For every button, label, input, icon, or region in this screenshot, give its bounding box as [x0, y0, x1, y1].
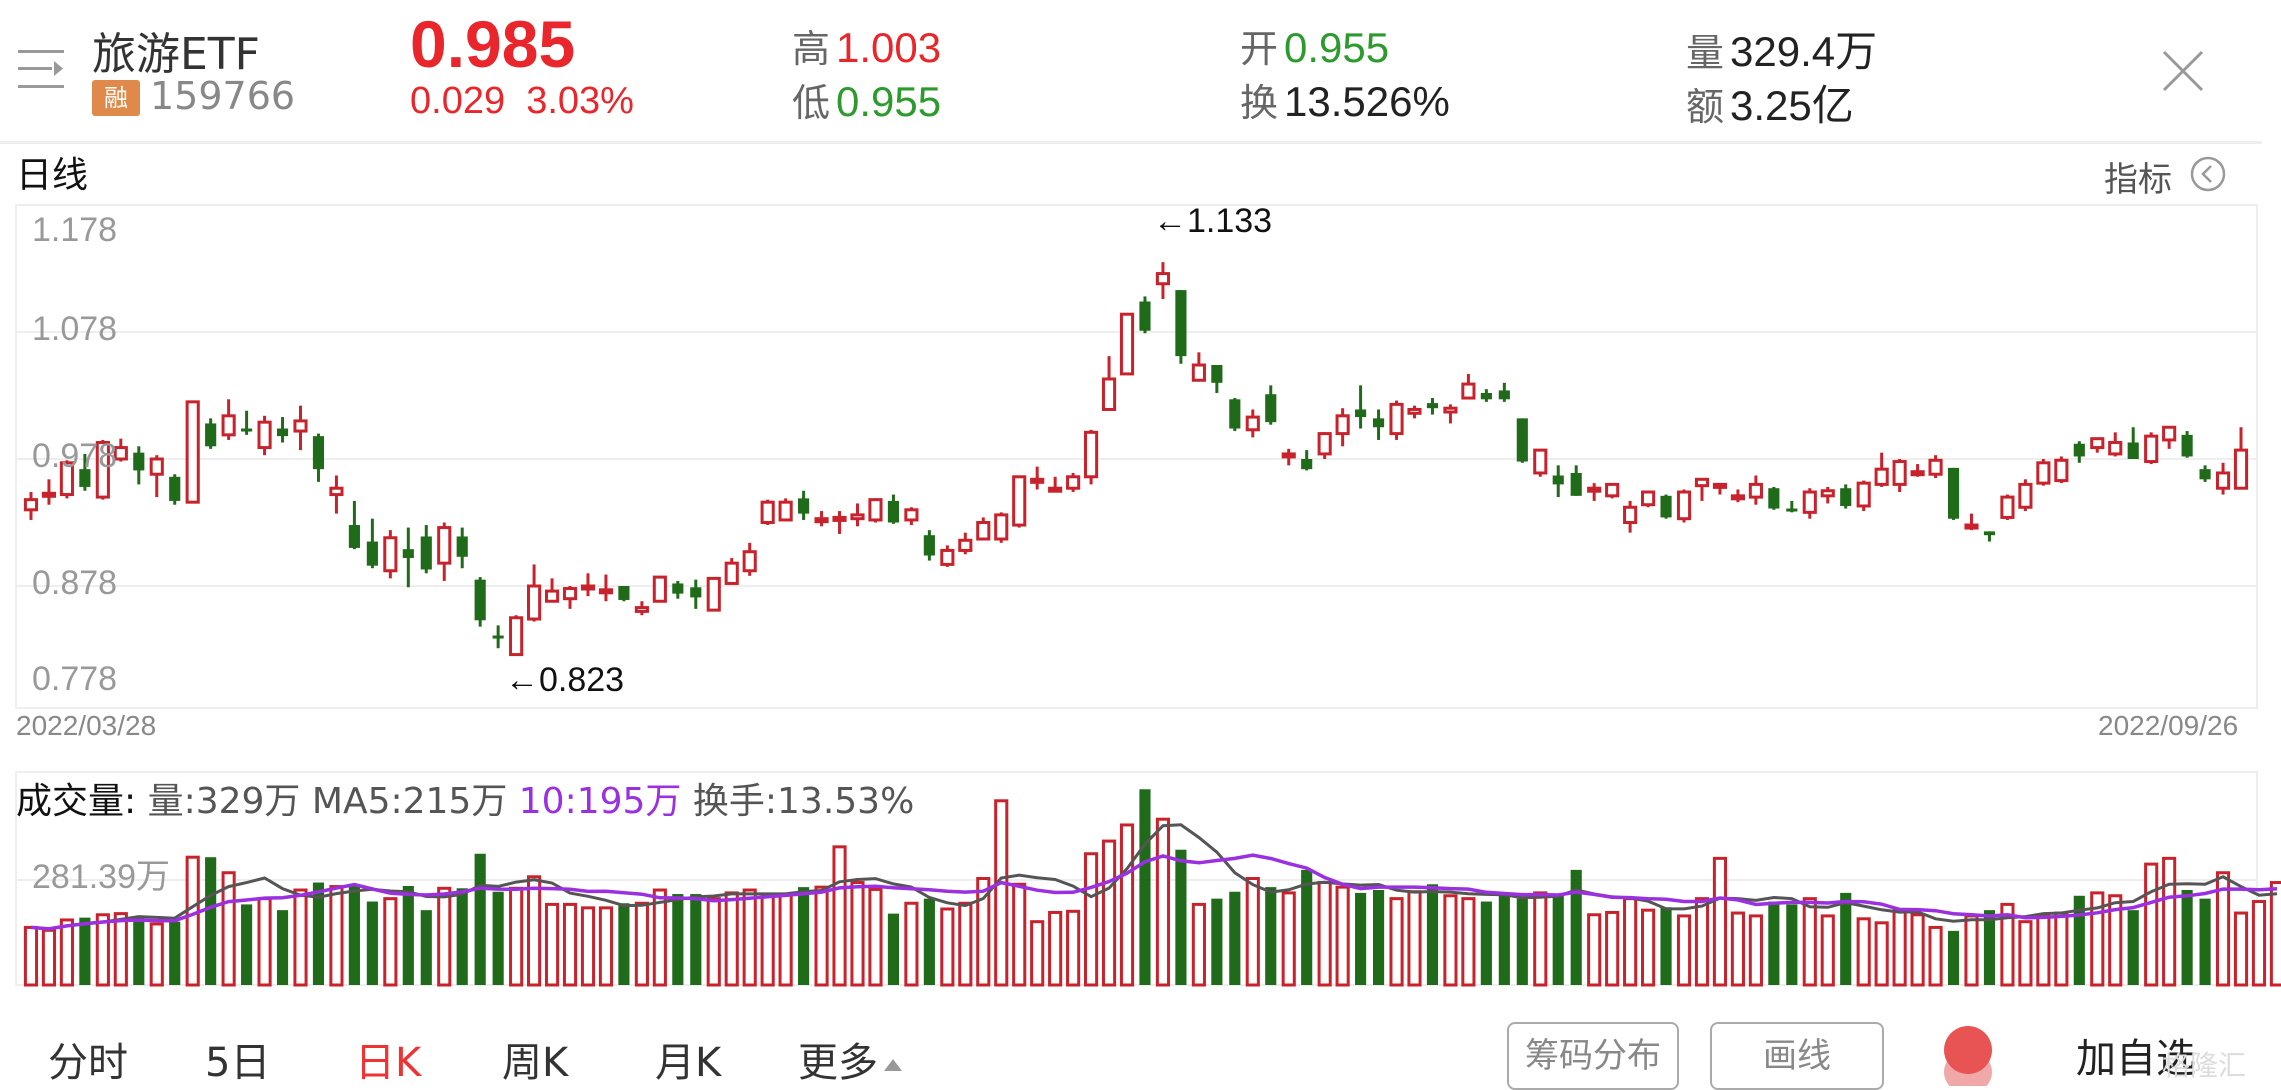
close-icon[interactable] — [2160, 48, 2206, 94]
security-code: 159766 — [150, 74, 296, 118]
turnover-value: 换手:13.53% — [692, 781, 915, 822]
candlestick-series — [23, 262, 2249, 657]
y-tick-label: 0.778 — [32, 660, 117, 698]
chevron-left-circle-icon[interactable] — [2190, 156, 2226, 192]
security-name: 旅游ETF — [92, 29, 260, 80]
tab-daily-k[interactable]: 日K — [355, 1040, 422, 1086]
volume-title: 成交量: — [16, 781, 137, 822]
record-dot-icon[interactable] — [1940, 1020, 1996, 1090]
max-price-annotation: ←1.133 — [1153, 202, 1272, 240]
watermark: 格隆汇 — [2162, 1049, 2247, 1082]
period-tabs: 分时 5日 日K 周K 月K 更多 — [0, 1020, 1000, 1086]
low-stat: 低 0.955 — [792, 78, 942, 125]
volume-stat: 量 329.4万 — [1686, 28, 1878, 75]
add-to-watchlist-button[interactable]: 加自选 — [2076, 1036, 2196, 1082]
start-date: 2022/03/28 — [16, 710, 157, 741]
amount-stat: 额 3.25亿 — [1686, 82, 1854, 129]
volume-value: 量:329万 — [147, 781, 301, 822]
tab-more-label: 更多 — [798, 1040, 878, 1086]
tab-intraday[interactable]: 分时 — [48, 1040, 128, 1086]
change-abs: 0.029 — [410, 80, 506, 122]
y-tick-label: 0.978 — [32, 437, 117, 475]
price-change: 0.029 3.03% — [410, 80, 634, 123]
tab-monthly-k[interactable]: 月K — [655, 1040, 722, 1086]
ma10-value: 10:195万 — [518, 781, 682, 822]
y-tick-label: 0.878 — [32, 564, 117, 602]
margin-badge: 融 — [92, 80, 140, 116]
caret-up-icon — [884, 1059, 902, 1071]
min-price-annotation: ←0.823 — [505, 661, 624, 699]
ma5-value: MA5:215万 — [311, 781, 508, 822]
volume-bars — [23, 789, 2281, 987]
menu-icon[interactable] — [18, 48, 66, 92]
volume-legend: 成交量: 量:329万 MA5:215万 10:195万 换手:13.53% — [16, 772, 914, 824]
indicator-button[interactable]: 指标 — [2104, 160, 2172, 200]
y-tick-label: 1.178 — [32, 211, 117, 249]
open-stat: 开 0.955 — [1240, 24, 1390, 71]
y-tick-label: 1.078 — [32, 310, 117, 348]
volume-grid-label: 281.39万 — [32, 858, 170, 896]
period-title: 日线 — [16, 155, 89, 196]
last-price: 0.985 — [410, 7, 576, 81]
chart-frame — [15, 204, 2258, 986]
high-stat: 高 1.003 — [792, 24, 942, 71]
volume-ma5-line — [30, 823, 2278, 931]
end-date: 2022/09/26 — [2098, 710, 2239, 741]
tab-5day[interactable]: 5日 — [205, 1040, 271, 1086]
kline-chart[interactable]: 1.178 1.078 0.978 0.878 0.778 ←1.133 ←0.… — [0, 0, 2281, 1000]
volume-ma10-line — [30, 853, 2278, 931]
tab-more[interactable]: 更多 — [798, 1030, 902, 1088]
header-divider — [0, 141, 2262, 144]
draw-line-button[interactable]: 画线 — [1710, 1022, 1884, 1090]
chip-distribution-button[interactable]: 筹码分布 — [1507, 1022, 1679, 1090]
change-pct: 3.03% — [526, 80, 634, 122]
tab-weekly-k[interactable]: 周K — [502, 1040, 569, 1086]
turnover-stat: 换 13.526% — [1240, 78, 1450, 125]
